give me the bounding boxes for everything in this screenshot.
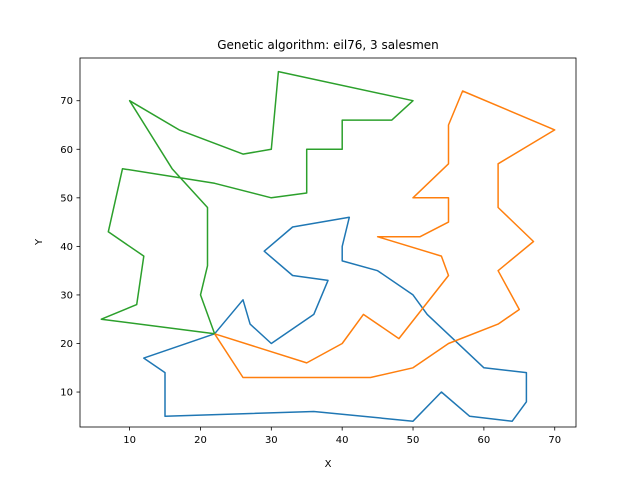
plot-frame [79,57,577,428]
y-tick-label: 30 [60,290,73,301]
x-axis-label: X [325,459,332,470]
y-tick-label: 20 [60,339,73,350]
y-axis-label: Y [34,238,45,246]
x-tick-label: 50 [407,435,420,446]
route-line-1 [143,216,528,422]
x-tick-label: 10 [123,435,136,446]
route-line-2 [213,90,556,379]
y-tick-label: 70 [60,96,73,107]
y-tick-label: 50 [60,193,73,204]
x-tick-label: 30 [265,435,278,446]
y-axis: 10 20 30 40 50 60 70 [60,96,80,399]
x-tick-label: 70 [548,435,561,446]
chart-title: Genetic algorithm: eil76, 3 salesmen [217,38,439,52]
y-tick-label: 40 [60,242,73,253]
x-tick-label: 40 [336,435,349,446]
series-layer [100,70,556,422]
y-tick-label: 10 [60,388,73,399]
y-tick-label: 60 [60,145,73,156]
x-axis: 10 20 30 40 50 60 70 [123,427,561,446]
route-line-3 [100,70,414,335]
x-tick-label: 60 [478,435,491,446]
x-tick-label: 20 [194,435,207,446]
